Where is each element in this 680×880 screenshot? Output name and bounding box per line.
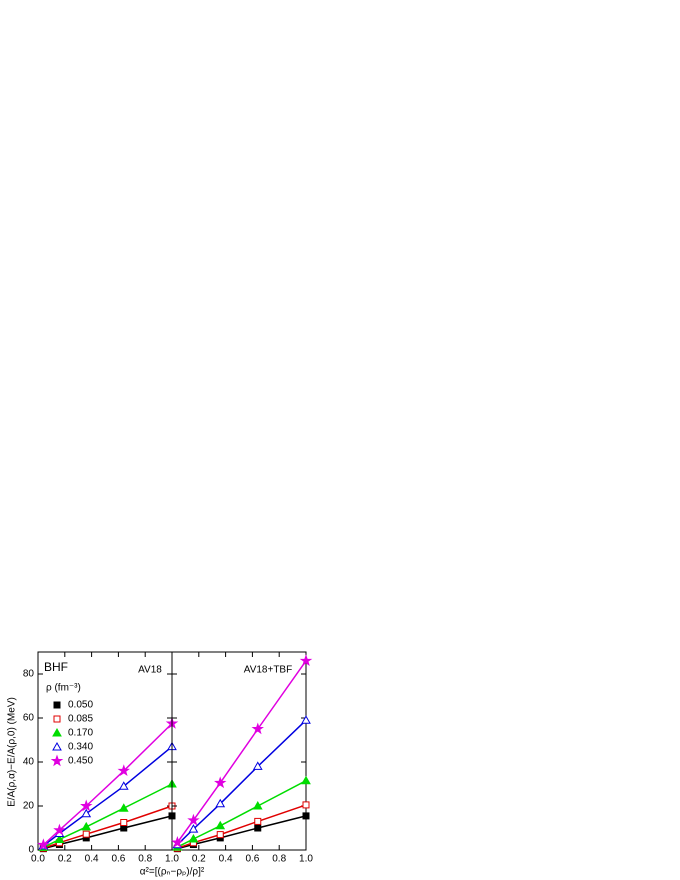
marker — [301, 775, 311, 785]
series-line — [42, 722, 173, 846]
legend-marker — [53, 715, 61, 723]
marker — [254, 824, 262, 832]
legend-label: 0.170 — [68, 728, 93, 739]
series-line — [43, 783, 173, 849]
marker — [302, 801, 310, 809]
x-axis-label: α²=[(ρₙ−ρₚ)/ρ]² — [140, 867, 205, 878]
marker — [37, 838, 50, 851]
marker — [54, 834, 65, 843]
marker — [187, 813, 200, 826]
y-tick-label: 20 — [23, 801, 35, 812]
x-tick-label: 0.4 — [85, 854, 99, 865]
panel-label: AV18 — [138, 665, 162, 676]
x-tick-label: 1.0 — [165, 854, 179, 865]
legend-label: 0.050 — [68, 700, 93, 711]
series-line — [42, 746, 173, 847]
legend-marker — [53, 701, 61, 709]
marker — [188, 824, 199, 833]
legend-marker — [50, 754, 64, 767]
y-tick-label: 40 — [23, 757, 35, 768]
panel-label: AV18+TBF — [244, 665, 292, 676]
marker — [299, 654, 313, 667]
x-tick-label: 0.6 — [111, 854, 125, 865]
marker — [81, 821, 92, 831]
x-tick-label: 0.2 — [58, 854, 72, 865]
marker — [252, 761, 263, 770]
marker — [120, 819, 128, 826]
legend-label: 0.085 — [68, 714, 93, 725]
marker — [301, 715, 311, 724]
series-line — [176, 719, 307, 846]
marker — [188, 833, 199, 843]
marker — [117, 764, 130, 777]
marker — [302, 812, 310, 820]
legend-marker — [52, 741, 62, 751]
marker — [81, 808, 92, 818]
marker — [118, 803, 129, 812]
x-tick-label: 0.2 — [192, 854, 206, 865]
method-label: BHF — [44, 660, 68, 674]
marker — [215, 798, 226, 808]
marker — [53, 823, 66, 836]
marker — [118, 781, 129, 790]
marker — [252, 800, 263, 810]
legend-title: ρ (fm⁻³) — [46, 683, 81, 694]
y-tick-label: 0 — [28, 845, 34, 856]
marker — [80, 799, 93, 812]
y-tick-label: 60 — [23, 713, 35, 724]
plot-frame — [171, 651, 307, 851]
x-tick-label: 0.6 — [245, 854, 259, 865]
marker — [214, 776, 227, 789]
x-tick-label: 1.0 — [299, 854, 313, 865]
marker — [215, 820, 226, 830]
marker — [171, 835, 184, 848]
legend-marker — [52, 727, 62, 737]
marker — [82, 830, 90, 838]
x-tick-label: 0.0 — [31, 854, 45, 865]
marker — [254, 817, 262, 825]
legend-label: 0.340 — [68, 742, 93, 753]
legend-label: 0.450 — [68, 756, 93, 767]
marker — [216, 831, 224, 839]
y-axis-label: E/A(ρ,α)−E/A(ρ,0) (MeV) — [7, 697, 18, 807]
marker — [251, 722, 264, 735]
series-line — [177, 780, 307, 848]
x-tick-label: 0.8 — [272, 854, 286, 865]
x-tick-label: 0.4 — [219, 854, 233, 865]
y-tick-label: 80 — [23, 669, 35, 680]
x-tick-label: 0.8 — [138, 854, 152, 865]
